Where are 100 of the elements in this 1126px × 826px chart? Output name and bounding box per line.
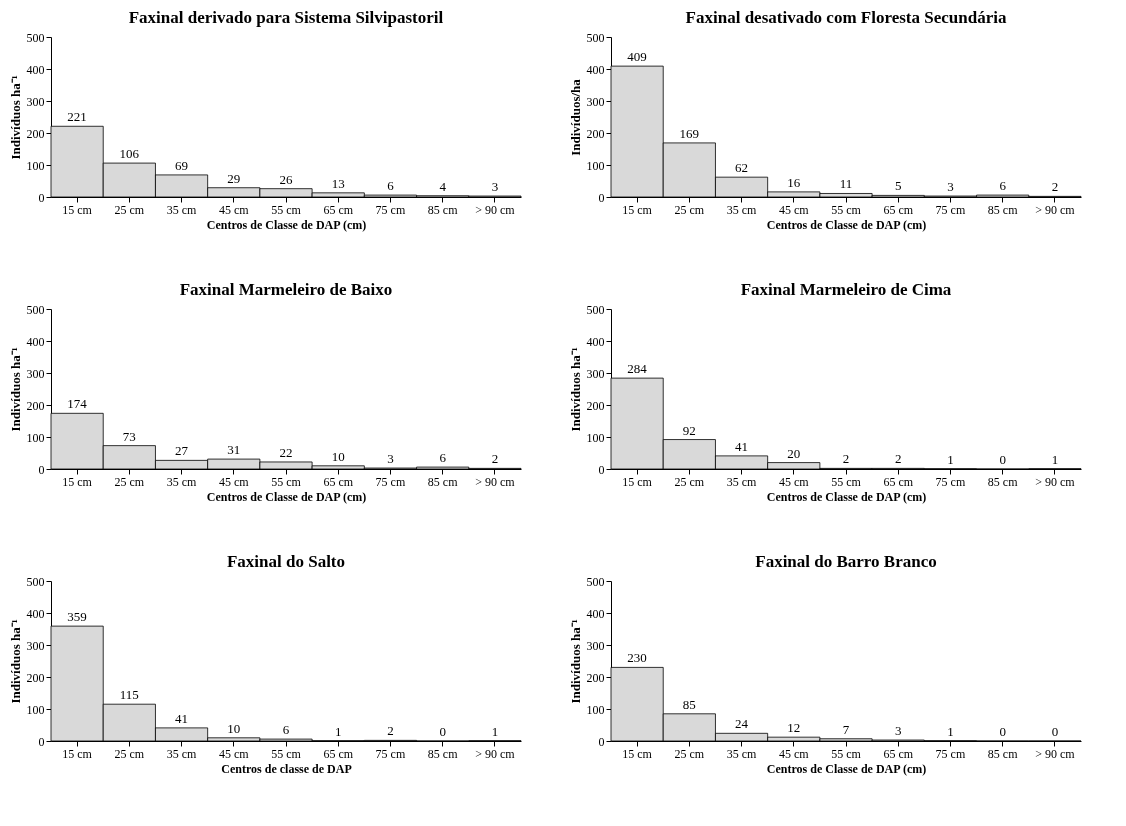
x-tick-label: 45 cm: [218, 474, 250, 489]
data-label: 41: [735, 438, 749, 454]
data-label: 69: [175, 157, 189, 173]
y-tick-label: 500: [26, 574, 45, 589]
x-tick-label: 15 cm: [622, 474, 653, 489]
x-tick-label: 85 cm: [987, 474, 1019, 489]
data-label: 6: [387, 178, 395, 194]
x-tick-label: > 90 cm: [475, 202, 516, 217]
y-tick-label: 300: [26, 366, 45, 381]
chart-title: Faxinal Marmeleiro de Baixo: [179, 280, 393, 299]
chart-title: Faxinal desativado com Floresta Secundária: [685, 8, 1007, 27]
y-tick-label: 0: [38, 462, 45, 477]
data-label: 2: [387, 723, 394, 739]
y-tick-label: 200: [586, 398, 605, 413]
y-axis-title: Indivíduos ha⁻¹: [7, 619, 23, 704]
y-tick-label: 0: [598, 190, 605, 205]
data-label: 27: [175, 443, 189, 459]
y-tick-label: 200: [26, 398, 45, 413]
data-label: 16: [787, 174, 801, 190]
data-label: 31: [227, 442, 241, 458]
x-axis-title: Centros de Classe de DAP (cm): [766, 761, 927, 776]
x-tick-label: 25 cm: [114, 474, 145, 489]
data-label: 284: [627, 361, 648, 377]
y-tick-label: 100: [586, 158, 605, 173]
y-tick-label: 500: [26, 30, 45, 45]
x-tick-label: > 90 cm: [475, 474, 516, 489]
data-label: 10: [331, 448, 345, 464]
data-label: 92: [682, 422, 696, 438]
data-label: 3: [387, 451, 394, 467]
data-label: 106: [119, 146, 140, 162]
y-tick-label: 100: [26, 702, 45, 717]
x-tick-label: 55 cm: [831, 202, 862, 217]
x-tick-label: 35 cm: [166, 746, 198, 761]
data-label: 1: [947, 451, 954, 467]
x-tick-label: > 90 cm: [1035, 746, 1076, 761]
data-label: 7: [842, 721, 850, 737]
data-label: 41: [175, 710, 189, 726]
y-axis-title: Indivíduos ha⁻¹: [7, 75, 23, 160]
x-tick-label: 75 cm: [935, 202, 966, 217]
x-tick-label: 75 cm: [375, 474, 406, 489]
x-tick-label: 25 cm: [114, 746, 145, 761]
data-label: 169: [679, 125, 700, 141]
x-tick-label: 55 cm: [831, 746, 862, 761]
x-tick-label: 35 cm: [166, 474, 198, 489]
data-label: 115: [119, 687, 139, 703]
x-tick-label: 45 cm: [778, 474, 810, 489]
x-tick-label: 25 cm: [674, 202, 705, 217]
x-axis-title: Centros de Classe de DAP (cm): [766, 217, 927, 232]
y-axis-title: Indivíduos/ha: [567, 78, 583, 156]
data-label: 2: [1051, 179, 1059, 195]
data-label: 85: [682, 696, 696, 712]
x-tick-label: 65 cm: [323, 746, 354, 761]
data-label: 62: [735, 160, 749, 176]
data-label: 409: [627, 49, 647, 65]
y-tick-label: 400: [586, 334, 605, 349]
chart-title: Faxinal do Salto: [226, 552, 346, 571]
x-tick-label: 35 cm: [166, 202, 198, 217]
data-label: 0: [999, 452, 1006, 467]
data-label: 1: [947, 723, 954, 739]
x-tick-label: > 90 cm: [1035, 202, 1076, 217]
y-axis-title: Indivíduos ha⁻¹: [567, 347, 583, 432]
data-label: 11: [839, 176, 853, 192]
data-label: 0: [1051, 724, 1059, 739]
y-tick-label: 400: [586, 606, 605, 621]
data-label: 6: [282, 722, 290, 738]
data-label: 3: [491, 179, 499, 195]
data-label: 1: [1051, 451, 1059, 467]
x-axis-title: Centros de Classe de DAP (cm): [766, 489, 927, 504]
x-tick-label: 65 cm: [883, 746, 914, 761]
y-tick-label: 500: [586, 574, 605, 589]
x-tick-label: 35 cm: [726, 474, 758, 489]
y-tick-label: 400: [26, 606, 45, 621]
x-tick-label: > 90 cm: [1035, 474, 1076, 489]
x-tick-label: 65 cm: [883, 474, 914, 489]
data-label: 6: [999, 178, 1007, 194]
data-label: 221: [67, 109, 87, 125]
y-tick-label: 200: [586, 126, 605, 141]
y-tick-label: 0: [38, 734, 45, 749]
y-axis-title: Indivíduos ha⁻¹: [567, 619, 583, 704]
x-tick-label: 75 cm: [375, 746, 406, 761]
y-tick-label: 200: [26, 126, 45, 141]
y-tick-label: 0: [598, 462, 605, 477]
chart-title: Faxinal do Barro Branco: [755, 552, 937, 571]
x-tick-label: 65 cm: [323, 474, 354, 489]
x-axis-title: Centros de Classe de DAP (cm): [206, 489, 367, 504]
x-tick-label: 25 cm: [674, 474, 705, 489]
y-tick-label: 100: [586, 702, 605, 717]
y-axis-title: Indivíduos ha⁻¹: [7, 347, 23, 432]
chart-title: Faxinal derivado para Sistema Silvipastoril: [128, 8, 444, 27]
y-tick-label: 200: [586, 670, 605, 685]
y-tick-label: 300: [26, 638, 45, 653]
x-tick-label: 45 cm: [778, 746, 810, 761]
data-label: 174: [67, 396, 88, 412]
x-tick-label: 15 cm: [622, 202, 653, 217]
y-tick-label: 500: [586, 30, 605, 45]
y-tick-label: 200: [26, 670, 45, 685]
data-label: 230: [627, 650, 647, 666]
x-tick-label: 85 cm: [987, 746, 1019, 761]
x-tick-label: 15 cm: [622, 746, 653, 761]
data-label: 3: [947, 179, 954, 195]
